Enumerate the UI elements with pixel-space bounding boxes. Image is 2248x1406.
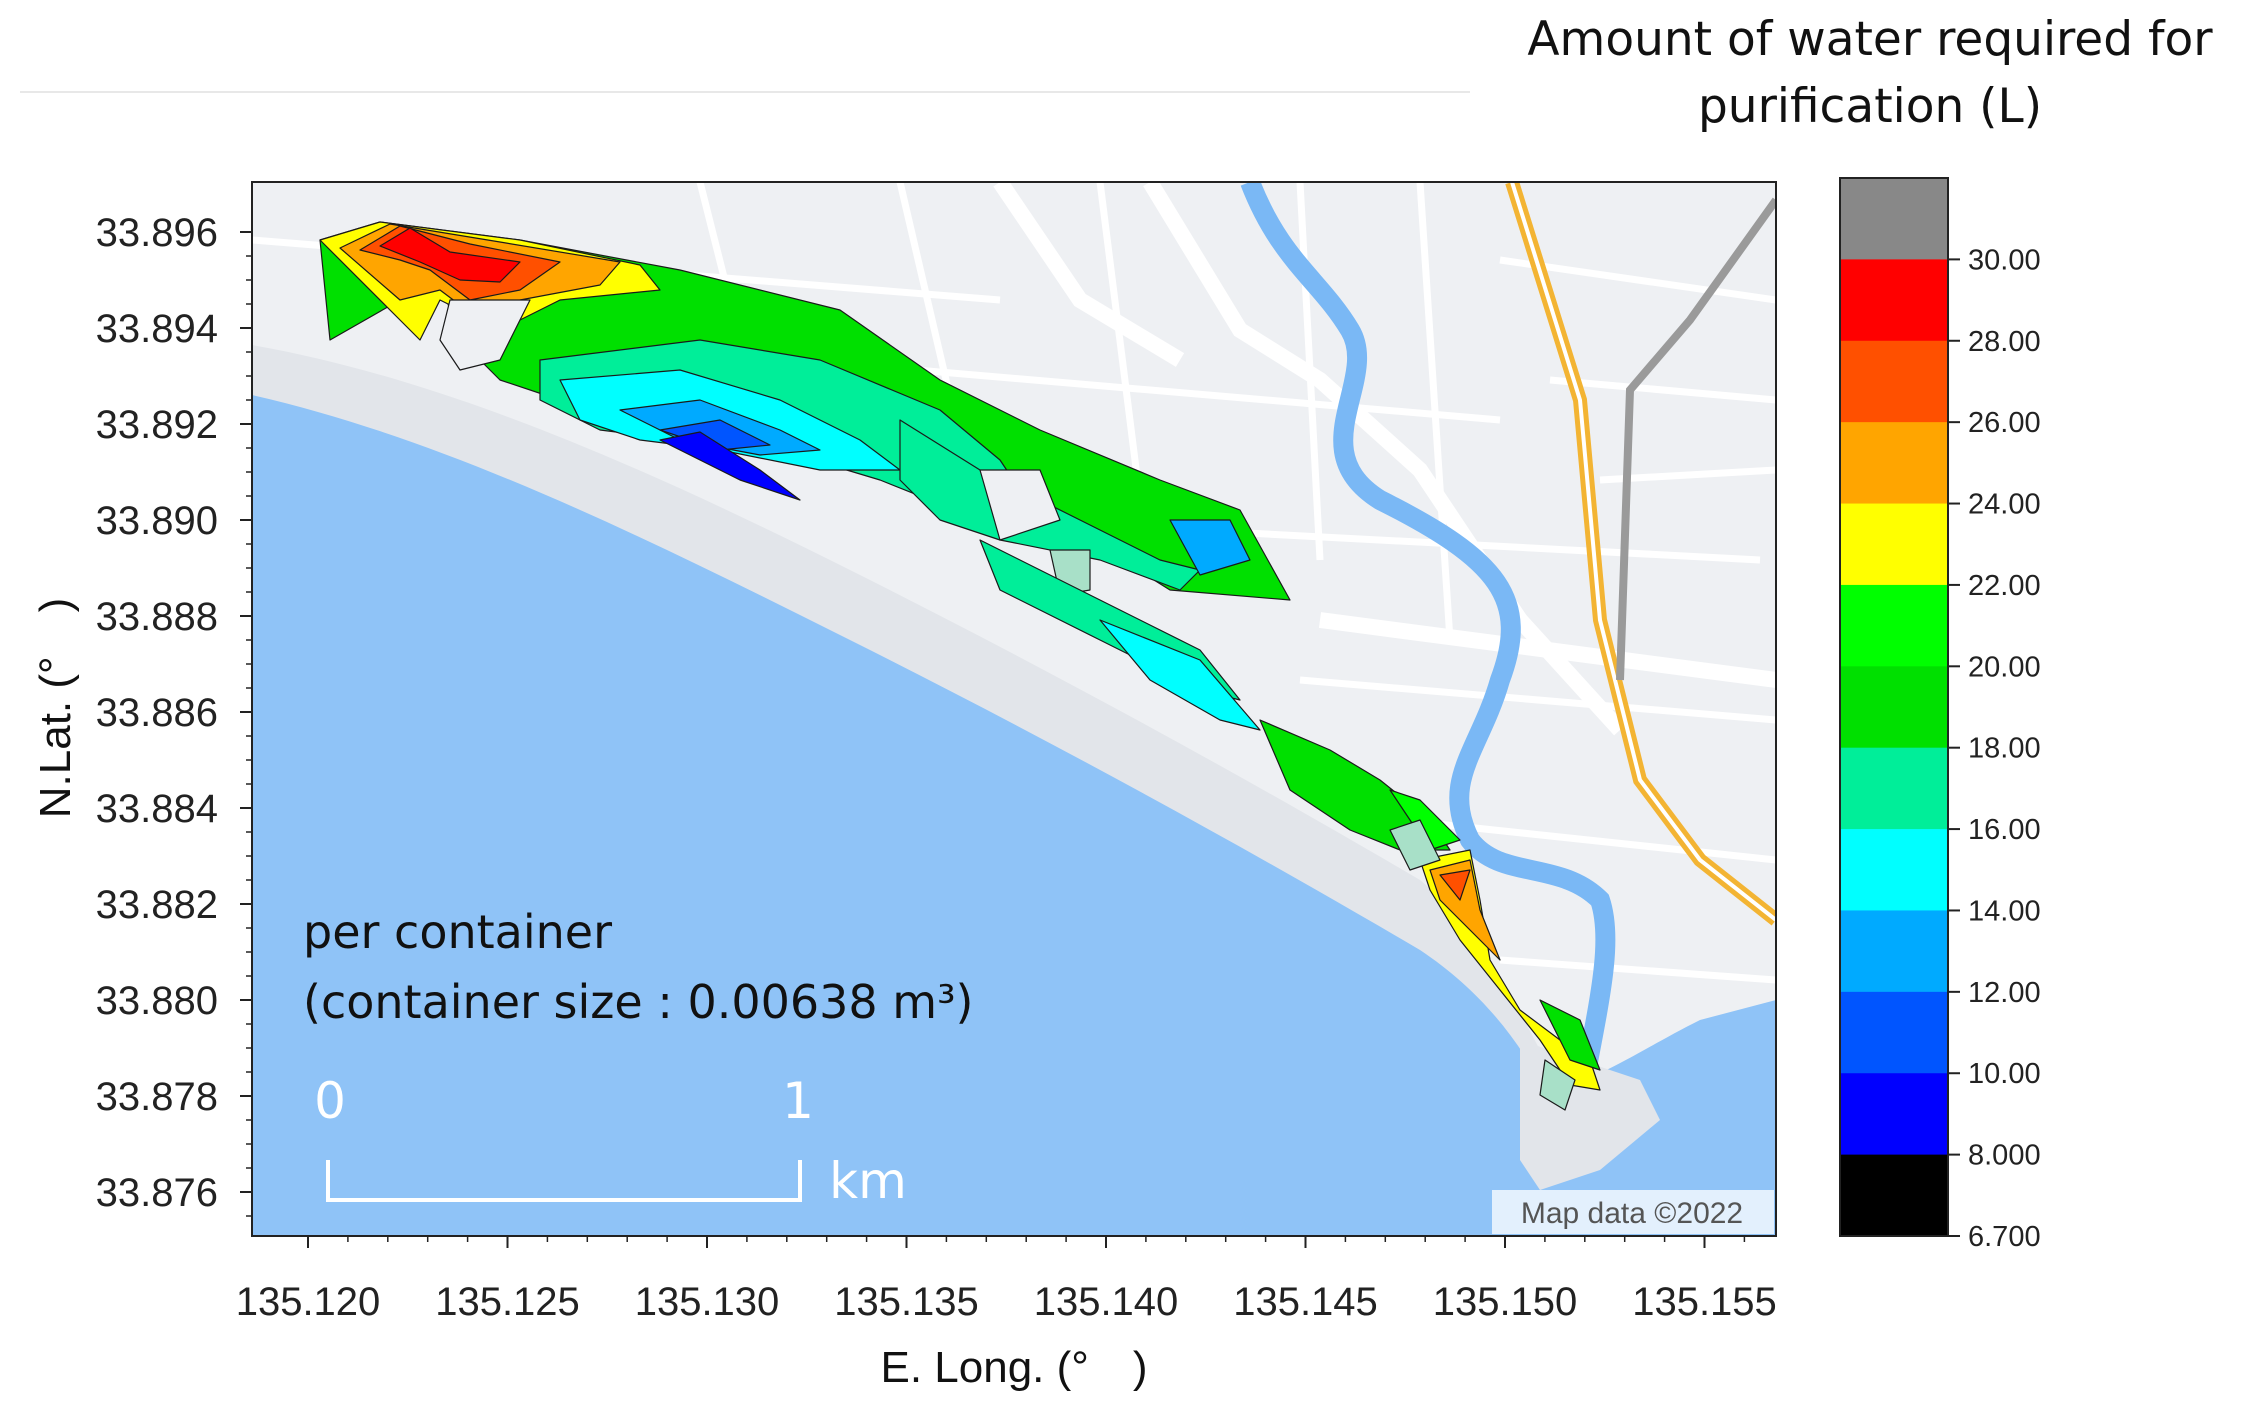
- x-tick-label: 135.135: [834, 1280, 979, 1324]
- colorbar-segment: [1840, 991, 1948, 1074]
- colorbar-label: 10.00: [1968, 1058, 2041, 1090]
- colorbar-segment: [1840, 1154, 1948, 1237]
- annotation-line1: per container: [303, 905, 612, 959]
- x-tick-label: 135.125: [435, 1280, 580, 1324]
- main-roads: [993, 182, 1776, 736]
- map-credit: Map data ©2022: [1521, 1197, 1743, 1230]
- y-tick-label: 33.884: [96, 787, 218, 831]
- x-tick-label: 135.150: [1433, 1280, 1578, 1324]
- colorbar-title-line2: purification (L): [1698, 79, 2042, 134]
- y-axis: 33.896 33.894 33.892 33.890 33.888 33.886 33.8…: [96, 182, 253, 1236]
- scale-bar-start: 0: [314, 1072, 346, 1130]
- colorbar-label: 20.00: [1968, 651, 2041, 683]
- beach: [252, 345, 1560, 1100]
- colorbar-label: 22.00: [1968, 570, 2041, 602]
- x-axis-title: E. Long. (° ): [880, 1343, 1147, 1392]
- x-axis: 135.120 135.125 135.130 135.135 135.140 135.1…: [236, 1235, 1777, 1324]
- y-tick-label: 33.890: [96, 499, 218, 543]
- scale-bar-end: 1: [782, 1072, 814, 1130]
- annotation-line2: (container size : 0.00638 m³): [303, 975, 974, 1029]
- y-tick-label: 33.882: [96, 883, 218, 927]
- colorbar-segment: [1840, 584, 1948, 667]
- colorbar: 30.00 28.00 26.00 24.00 22.00 20.00 18.00 16.00…: [1839, 177, 2041, 1253]
- river: [1240, 182, 1616, 1236]
- colorbar-label: 28.00: [1968, 326, 2041, 358]
- x-tick-label: 135.145: [1233, 1280, 1378, 1324]
- colorbar-segment: [1840, 422, 1948, 505]
- x-tick-label: 135.130: [635, 1280, 780, 1324]
- colorbar-label: 30.00: [1968, 244, 2041, 276]
- y-tick-label: 33.892: [96, 403, 218, 447]
- x-tick-label: 135.140: [1034, 1280, 1179, 1324]
- contour-overlay: [319, 221, 1601, 1111]
- colorbar-segment: [1840, 503, 1948, 586]
- colorbar-segment: [1840, 666, 1948, 749]
- scale-bar-unit: km: [829, 1152, 907, 1210]
- colorbar-segment: [1840, 1073, 1948, 1156]
- colorbar-frame: [1839, 177, 1949, 1237]
- sea: [252, 390, 1776, 1236]
- colorbar-segment: [1840, 910, 1948, 993]
- y-tick-label: 33.876: [96, 1171, 218, 1215]
- y-tick-label: 33.896: [96, 211, 218, 255]
- colorbar-segment: [1840, 259, 1948, 342]
- x-tick-label: 135.155: [1632, 1280, 1777, 1324]
- y-tick-label: 33.888: [96, 595, 218, 639]
- y-tick-label: 33.878: [96, 1075, 218, 1119]
- colorbar-segment: [1840, 747, 1948, 830]
- map-credit-bg: [1492, 1190, 1774, 1234]
- rail-line: [1616, 197, 1776, 681]
- colorbar-label: 26.00: [1968, 407, 2041, 439]
- colorbar-label: 24.00: [1968, 489, 2041, 521]
- colorbar-label: 16.00: [1968, 814, 2041, 846]
- colorbar-segment: [1840, 178, 1948, 260]
- colorbar-segment: [1840, 829, 1948, 911]
- colorbar-title-line1: Amount of water required for: [1527, 12, 2213, 67]
- colorbar-label: 18.00: [1968, 733, 2041, 765]
- colorbar-segment: [1840, 340, 1948, 423]
- map-panel: Map data ©2022 per container (container …: [251, 181, 1777, 1237]
- colorbar-label: 8.000: [1968, 1140, 2041, 1172]
- x-tick-label: 135.120: [236, 1280, 381, 1324]
- colorbar-label: 14.00: [1968, 895, 2041, 927]
- y-tick-label: 33.886: [96, 691, 218, 735]
- scale-bar: 0 1 km: [314, 1072, 907, 1210]
- colorbar-label: 12.00: [1968, 977, 2041, 1009]
- y-axis-title: N.Lat. (° ): [31, 598, 80, 819]
- y-tick-label: 33.880: [96, 979, 218, 1023]
- y-tick-label: 33.894: [96, 307, 218, 351]
- colorbar-label: 6.700: [1968, 1221, 2041, 1253]
